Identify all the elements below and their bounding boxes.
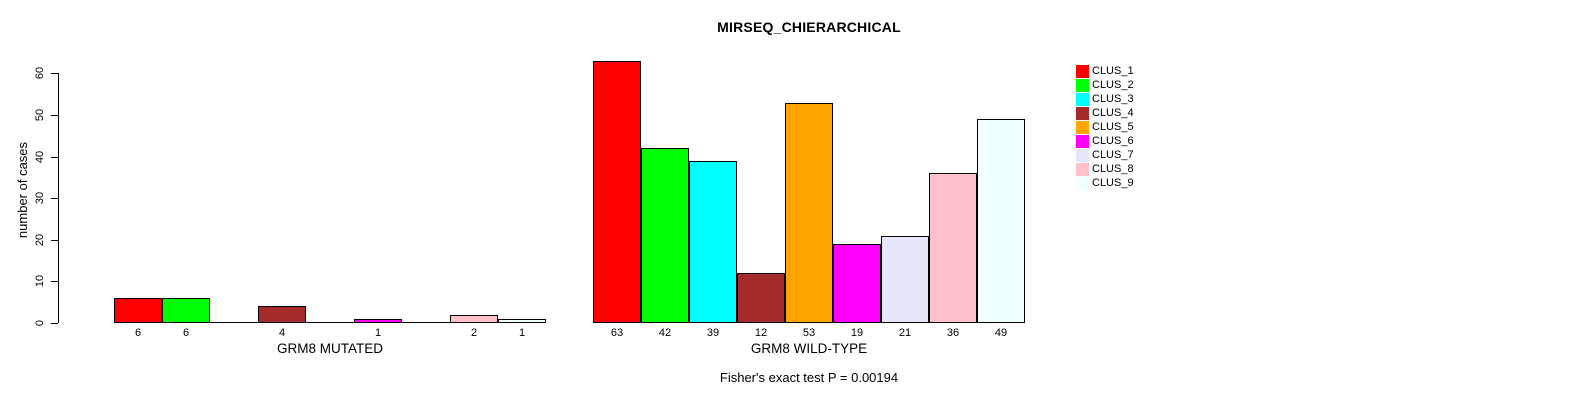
- bar-value-label: 6: [134, 327, 142, 339]
- bar-clus_1: [114, 298, 162, 323]
- bar-value-label: 39: [706, 327, 720, 339]
- y-axis-tick: [51, 281, 58, 282]
- bar-clus_9: [977, 119, 1025, 323]
- y-axis-tick-label: 20: [34, 233, 46, 247]
- bar-value-label: 4: [278, 327, 286, 339]
- legend-swatch-clus_9: [1076, 177, 1089, 190]
- bar-value-label: 1: [374, 327, 382, 339]
- legend-label-clus_9: CLUS_9: [1092, 177, 1134, 189]
- bar-clus_8: [450, 315, 498, 323]
- y-axis-label: number of cases: [15, 141, 30, 239]
- legend-label-clus_6: CLUS_6: [1092, 135, 1134, 147]
- bar-clus_3: [689, 161, 737, 323]
- y-axis-tick: [51, 323, 58, 324]
- legend-swatch-clus_8: [1076, 163, 1089, 176]
- legend-label-clus_5: CLUS_5: [1092, 121, 1134, 133]
- legend-swatch-clus_3: [1076, 93, 1089, 106]
- bar-value-label: 1: [518, 327, 526, 339]
- y-axis-tick-label: 40: [34, 150, 46, 164]
- y-axis-tick: [51, 157, 58, 158]
- bar-clus_8: [929, 173, 977, 323]
- bar-zero-clus_5: [306, 322, 354, 323]
- legend-swatch-clus_5: [1076, 121, 1089, 134]
- y-axis-tick: [51, 73, 58, 74]
- y-axis-tick-label: 0: [34, 319, 46, 327]
- bar-value-label: 21: [898, 327, 912, 339]
- bar-value-label: 2: [470, 327, 478, 339]
- bar-clus_5: [785, 103, 833, 323]
- bar-value-label: 63: [610, 327, 624, 339]
- bar-clus_4: [258, 306, 306, 323]
- bar-value-label: 12: [754, 327, 768, 339]
- fisher-test-annotation: Fisher's exact test P = 0.00194: [719, 370, 899, 385]
- bar-clus_4: [737, 273, 785, 323]
- bar-clus_2: [162, 298, 210, 323]
- bar-value-label: 42: [658, 327, 672, 339]
- bar-zero-clus_3: [210, 322, 258, 323]
- legend-label-clus_4: CLUS_4: [1092, 107, 1134, 119]
- bar-value-label: 49: [994, 327, 1008, 339]
- y-axis-tick-label: 10: [34, 274, 46, 288]
- bar-value-label: 6: [182, 327, 190, 339]
- legend-swatch-clus_4: [1076, 107, 1089, 120]
- legend-label-clus_7: CLUS_7: [1092, 149, 1134, 161]
- legend-label-clus_2: CLUS_2: [1092, 79, 1134, 91]
- y-axis-tick: [51, 198, 58, 199]
- legend-swatch-clus_6: [1076, 135, 1089, 148]
- chart-title: MIRSEQ_CHIERARCHICAL: [717, 19, 901, 35]
- y-axis-tick-label: 50: [34, 108, 46, 122]
- legend-label-clus_3: CLUS_3: [1092, 93, 1134, 105]
- x-axis-label-mutated: GRM8 MUTATED: [277, 341, 383, 356]
- y-axis-tick-label: 30: [34, 191, 46, 205]
- legend-label-clus_1: CLUS_1: [1092, 65, 1134, 77]
- bar-clus_2: [641, 148, 689, 323]
- y-axis-tick: [51, 240, 58, 241]
- bar-clus_6: [354, 319, 402, 323]
- bar-clus_9: [498, 319, 546, 323]
- bar-value-label: 53: [802, 327, 816, 339]
- y-axis-tick: [51, 115, 58, 116]
- x-axis-label-wildtype: GRM8 WILD-TYPE: [750, 341, 868, 356]
- y-axis-line: [58, 73, 59, 323]
- legend-swatch-clus_2: [1076, 79, 1089, 92]
- legend-label-clus_8: CLUS_8: [1092, 163, 1134, 175]
- bar-clus_1: [593, 61, 641, 323]
- y-axis-tick-label: 60: [34, 66, 46, 80]
- legend-swatch-clus_1: [1076, 65, 1089, 78]
- bar-value-label: 36: [946, 327, 960, 339]
- bar-clus_6: [833, 244, 881, 323]
- bar-zero-clus_7: [402, 322, 450, 323]
- legend-swatch-clus_7: [1076, 149, 1089, 162]
- bar-clus_7: [881, 236, 929, 323]
- bar-value-label: 19: [850, 327, 864, 339]
